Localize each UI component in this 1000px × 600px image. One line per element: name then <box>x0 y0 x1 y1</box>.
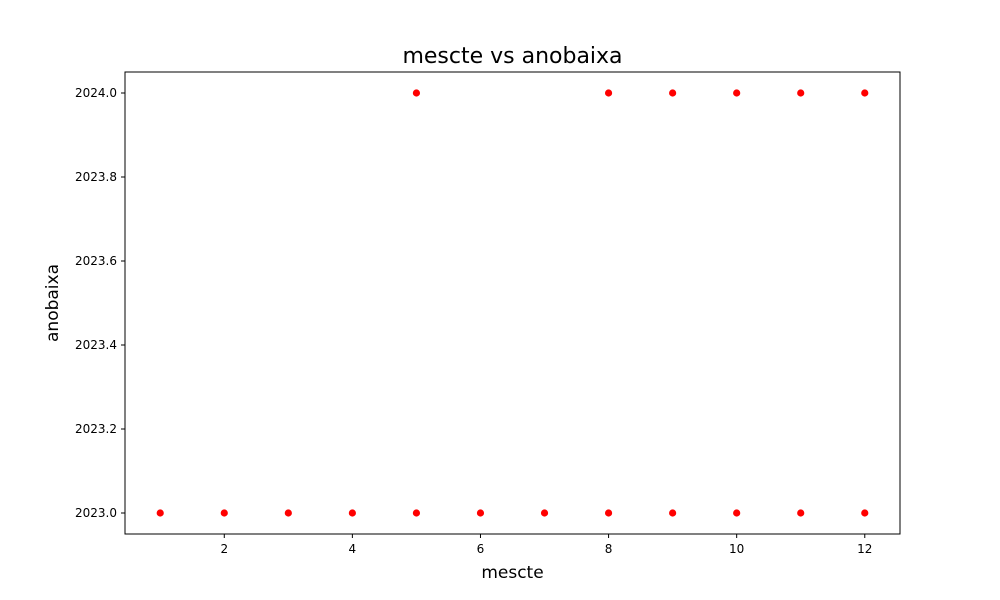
x-tick-label: 8 <box>605 542 613 556</box>
x-tick-label: 6 <box>477 542 485 556</box>
data-point <box>540 509 549 517</box>
data-point <box>797 509 805 517</box>
data-point <box>412 509 421 517</box>
plot-frame <box>124 71 901 535</box>
data-point <box>733 509 741 517</box>
data-point <box>604 89 613 97</box>
y-tick-label: 2024.0 <box>75 86 117 100</box>
data-point <box>412 89 421 97</box>
y-tick-label: 2023.2 <box>75 422 117 436</box>
y-tick-label: 2023.0 <box>75 506 117 520</box>
x-axis-label: mescte <box>481 563 543 583</box>
x-tick-label: 2 <box>220 542 228 556</box>
data-point <box>348 509 356 517</box>
y-tick-label: 2023.8 <box>75 170 117 184</box>
x-tick-label: 12 <box>857 542 872 556</box>
data-point <box>733 89 741 97</box>
data-point <box>476 509 485 517</box>
data-point <box>669 89 677 97</box>
data-point <box>797 89 805 97</box>
data-point <box>156 509 164 517</box>
chart-title: mescte vs anobaixa <box>402 44 622 69</box>
y-axis-label: anobaixa <box>43 264 63 342</box>
data-point <box>861 509 869 517</box>
x-tick-label: 10 <box>729 542 744 556</box>
data-point <box>604 509 613 517</box>
y-tick-label: 2023.6 <box>75 254 117 268</box>
data-point <box>861 89 869 97</box>
axis-ticks: 2 4 6 8 10 12 2023.0 2023.2 2023.4 2023.6 2023.8 20… <box>75 86 872 556</box>
data-point <box>669 509 677 517</box>
y-tick-label: 2023.4 <box>75 338 117 352</box>
x-tick-label: 4 <box>349 542 357 556</box>
data-point <box>220 509 228 517</box>
data-point <box>284 509 292 517</box>
data-points <box>156 89 869 517</box>
